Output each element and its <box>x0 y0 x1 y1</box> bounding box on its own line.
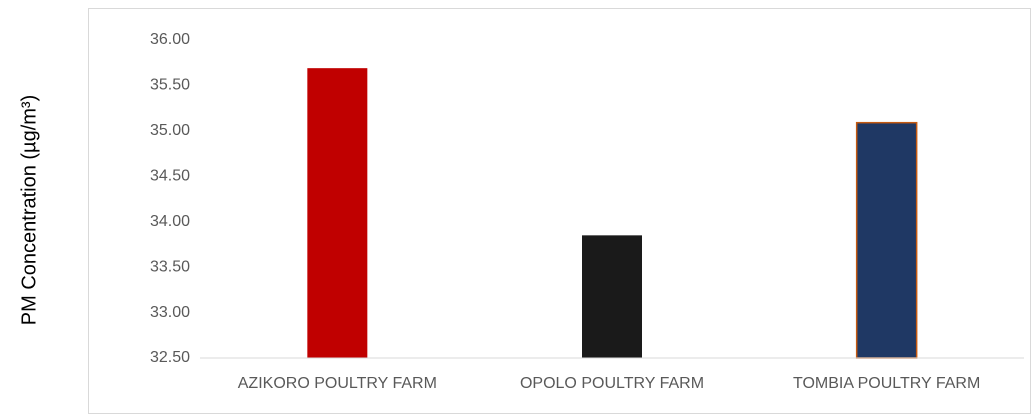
x-tick-label: TOMBIA POULTRY FARM <box>793 375 980 392</box>
chart-border <box>88 8 1031 414</box>
y-tick-label: 34.00 <box>150 213 190 230</box>
y-tick-label: 33.00 <box>150 304 190 321</box>
y-tick-label: 36.00 <box>150 31 190 48</box>
y-tick-label: 32.50 <box>150 349 190 366</box>
x-tick-label: OPOLO POULTRY FARM <box>520 375 704 392</box>
bar <box>582 235 642 358</box>
bar <box>855 121 918 359</box>
x-tick-label: AZIKORO POULTRY FARM <box>238 375 437 392</box>
y-tick-label: 35.50 <box>150 77 190 94</box>
y-tick-label: 33.50 <box>150 258 190 275</box>
bar <box>307 68 368 358</box>
y-tick-label: 34.50 <box>150 168 190 185</box>
y-tick-label: 35.00 <box>150 122 190 139</box>
y-axis-title: PM Concentration (µg/m³) <box>18 95 40 325</box>
